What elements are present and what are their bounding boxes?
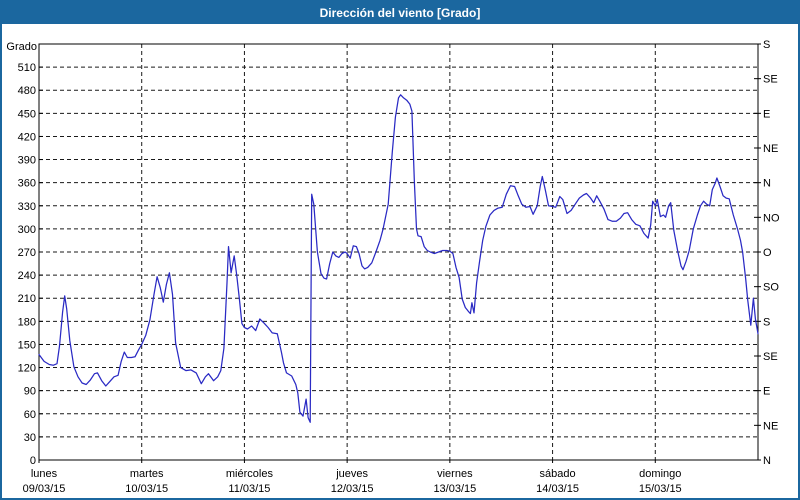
y-left-tick-label: 30 — [24, 432, 36, 444]
x-day-name-label: domingo — [639, 468, 681, 480]
x-day-name-label: jueves — [335, 468, 368, 480]
y-left-tick-label: 450 — [18, 108, 36, 120]
y-right-tick-label: S — [763, 316, 770, 328]
y-left-tick-label: 0 — [30, 455, 36, 467]
y-left-tick-label: 240 — [18, 270, 36, 282]
y-left-tick-label: 510 — [18, 62, 36, 74]
x-day-date-label: 11/03/15 — [228, 483, 270, 495]
y-left-tick-label: 300 — [18, 224, 36, 236]
y-right-tick-label: NE — [763, 420, 778, 432]
y-left-tick-label: 420 — [18, 131, 36, 143]
y-left-tick-label: 360 — [18, 178, 36, 190]
x-day-name-label: martes — [130, 468, 164, 480]
wind-direction-line — [38, 94, 759, 423]
y-right-tick-label: E — [763, 386, 770, 398]
y-left-tick-label: 330 — [18, 201, 36, 213]
x-day-date-label: 15/03/15 — [639, 483, 682, 495]
y-left-tick-label: 270 — [18, 247, 36, 259]
y-right-tick-label: NO — [763, 212, 780, 224]
plot-frame — [38, 43, 759, 461]
y-right-tick-label: NE — [763, 143, 778, 155]
x-day-date-label: 10/03/15 — [125, 483, 168, 495]
y-left-tick-label: 480 — [18, 85, 36, 97]
y-left-tick-label: 150 — [18, 339, 36, 351]
x-day-date-label: 12/03/15 — [331, 483, 374, 495]
y-left-tick-label: 90 — [24, 386, 36, 398]
x-day-date-label: 13/03/15 — [433, 483, 476, 495]
x-day-date-label: 14/03/15 — [536, 483, 579, 495]
y-left-tick-label: 180 — [18, 316, 36, 328]
x-day-name-label: sábado — [540, 468, 576, 480]
y-right-tick-label: SE — [763, 74, 778, 86]
x-day-date-label: 09/03/15 — [23, 483, 66, 495]
y-right-tick-label: SO — [763, 282, 779, 294]
y-left-tick-label: 210 — [18, 293, 36, 305]
x-day-name-label: lunes — [31, 468, 58, 480]
y-left-tick-label: 390 — [18, 155, 36, 167]
y-right-tick-label: N — [763, 455, 771, 467]
x-day-name-label: viernes — [437, 468, 473, 480]
y-left-axis-title: Grado — [6, 41, 37, 53]
chart-title: Dirección del viento [Grado] — [319, 6, 481, 20]
y-right-tick-label: E — [763, 108, 770, 120]
y-right-tick-label: S — [763, 39, 770, 51]
x-day-name-label: miércoles — [226, 468, 274, 480]
y-left-tick-label: 120 — [18, 363, 36, 375]
y-right-tick-label: SE — [763, 351, 778, 363]
y-right-tick-label: O — [763, 247, 772, 259]
y-left-tick-label: 60 — [24, 409, 36, 421]
y-right-tick-label: N — [763, 178, 771, 190]
title-bar: Dirección del viento [Grado] — [2, 2, 798, 24]
